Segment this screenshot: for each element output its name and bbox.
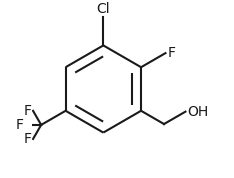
Text: F: F [24, 104, 32, 118]
Text: F: F [167, 46, 175, 60]
Text: F: F [16, 118, 24, 132]
Text: Cl: Cl [96, 2, 110, 16]
Text: OH: OH [187, 105, 208, 119]
Text: F: F [24, 132, 32, 146]
